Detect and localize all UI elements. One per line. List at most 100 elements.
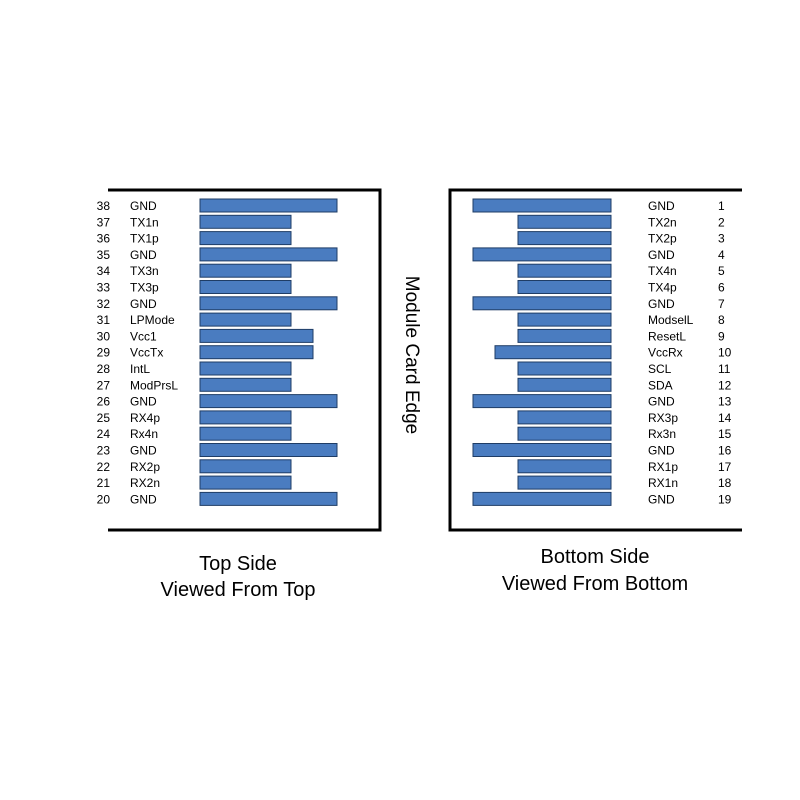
top-pin-name: GND: [130, 248, 157, 262]
top-pin-number: 35: [97, 248, 111, 262]
bottom-contact-pad: [517, 312, 612, 327]
top-contact-pad: [199, 198, 338, 213]
top-pin-name: GND: [130, 297, 157, 311]
bottom-contact-pad: [472, 296, 612, 311]
module-card-edge-label: Module Card Edge: [401, 276, 422, 434]
bottom-contact-pad: [472, 198, 612, 213]
top-pin-number: 32: [97, 297, 111, 311]
bottom-contact-pad: [517, 361, 612, 376]
bottom-pin-number: 10: [718, 346, 732, 360]
bottom-pin-name: TX2n: [648, 215, 677, 229]
bottom-pin-name: TX2p: [648, 232, 677, 246]
bottom-pin-name: GND: [648, 492, 675, 506]
bottom-contact-pad: [494, 345, 612, 360]
bottom-pin-name: RX3p: [648, 411, 678, 425]
bottom-pin-name: TX4n: [648, 264, 677, 278]
bottom-pin-number: 4: [718, 248, 725, 262]
bottom-side-frame: [448, 188, 742, 532]
top-pin-name: GND: [130, 492, 157, 506]
bottom-contact-pad: [517, 426, 612, 441]
top-pin-number: 38: [97, 199, 111, 213]
top-contact-pad: [199, 426, 292, 441]
bottom-pin-number: 15: [718, 427, 732, 441]
bottom-pin-name: RX1n: [648, 476, 678, 490]
top-pin-name: TX1p: [130, 232, 159, 246]
top-pin-number: 24: [97, 427, 111, 441]
bottom-pin-number: 13: [718, 395, 732, 409]
top-side-frame: [108, 188, 382, 532]
top-pin-name: LPMode: [130, 313, 175, 327]
bottom-pin-name: TX4p: [648, 281, 677, 295]
bottom-pin-number: 17: [718, 460, 732, 474]
bottom-contact-pad: [472, 247, 612, 262]
bottom-pin-name: Rx3n: [648, 427, 676, 441]
bottom-pin-number: 7: [718, 297, 725, 311]
bottom-side-caption: Bottom Side: [541, 546, 650, 568]
bottom-pin-number: 11: [718, 362, 731, 376]
top-pin-number: 29: [97, 346, 111, 360]
bottom-pin-name: GND: [648, 199, 675, 213]
bottom-pin-number: 1: [718, 199, 725, 213]
top-pin-name: TX3p: [130, 281, 159, 295]
top-pin-name: GND: [130, 444, 157, 458]
top-contact-pad: [199, 231, 292, 246]
top-pin-name: RX2p: [130, 460, 160, 474]
top-pin-name: VccTx: [130, 346, 163, 360]
top-contact-pad: [199, 328, 314, 343]
top-contact-pad: [199, 263, 292, 278]
top-contact-pad: [199, 296, 338, 311]
bottom-side-pin-list: GND 1 TX2n 2 TX2p 3 GND 4 TX4n 5 TX4p 6 GND 7 ModselL 8…: [472, 198, 732, 506]
bottom-pin-number: 3: [718, 232, 725, 246]
top-contact-pad: [199, 247, 338, 262]
top-pin-name: GND: [130, 199, 157, 213]
top-pin-number: 23: [97, 444, 111, 458]
bottom-pin-name: GND: [648, 444, 675, 458]
bottom-pin-number: 8: [718, 313, 725, 327]
bottom-pin-number: 12: [718, 378, 732, 392]
bottom-pin-name: ResetL: [648, 329, 686, 343]
top-pin-name: TX1n: [130, 215, 159, 229]
top-pin-number: 20: [97, 492, 111, 506]
bottom-pin-name: SDA: [648, 378, 673, 392]
bottom-pin-name: GND: [648, 248, 675, 262]
top-contact-pad: [199, 410, 292, 425]
bottom-pin-number: 9: [718, 329, 725, 343]
top-side-pin-list: 38 GND 37 TX1n 36 TX1p 35 GND 34 TX3n 33 TX3p 32 GND 3…: [97, 198, 338, 506]
top-pin-number: 33: [97, 281, 111, 295]
bottom-contact-pad: [517, 231, 612, 246]
top-contact-pad: [199, 443, 338, 457]
bottom-contact-pad: [517, 459, 612, 474]
bottom-pin-number: 14: [718, 411, 732, 425]
bottom-contact-pad: [517, 214, 612, 229]
bottom-contact-pad: [517, 377, 612, 392]
top-contact-pad: [199, 491, 338, 506]
top-side-caption: Top Side: [199, 553, 277, 575]
bottom-pin-name: GND: [648, 395, 675, 409]
top-contact-pad: [199, 345, 314, 360]
top-pin-name: IntL: [130, 362, 150, 376]
bottom-contact-pad: [472, 394, 612, 409]
top-pin-number: 26: [97, 395, 111, 409]
top-pin-number: 34: [97, 264, 111, 278]
bottom-pin-name: VccRx: [648, 346, 683, 360]
top-pin-number: 28: [97, 362, 111, 376]
top-contact-pad: [199, 280, 292, 294]
top-contact-pad: [199, 475, 292, 490]
bottom-contact-pad: [517, 263, 612, 278]
bottom-pin-number: 16: [718, 444, 732, 458]
bottom-pin-number: 6: [718, 281, 725, 295]
top-contact-pad: [199, 394, 338, 409]
bottom-contact-pad: [472, 443, 612, 457]
top-contact-pad: [199, 459, 292, 474]
top-side-subcaption: Viewed From Top: [161, 579, 316, 601]
bottom-side-subcaption: Viewed From Bottom: [502, 573, 688, 595]
bottom-pin-name: SCL: [648, 362, 672, 376]
bottom-pin-number: 19: [718, 492, 732, 506]
bottom-contact-pad: [517, 410, 612, 425]
top-contact-pad: [199, 377, 292, 392]
top-pin-number: 36: [97, 232, 111, 246]
top-contact-pad: [199, 312, 292, 327]
top-pin-name: ModPrsL: [130, 378, 178, 392]
bottom-pin-name: GND: [648, 297, 675, 311]
